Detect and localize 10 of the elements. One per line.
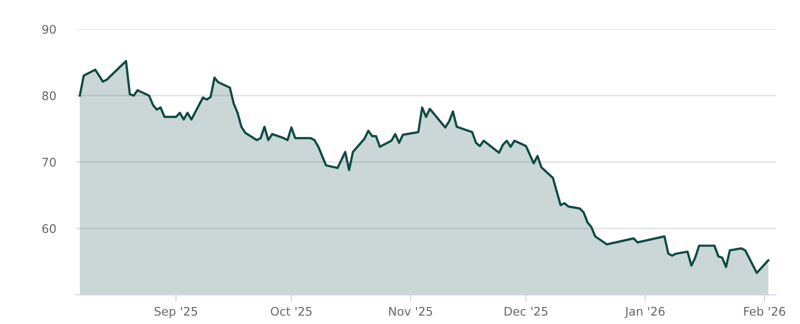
x-tick-label: Dec '25 — [504, 306, 548, 316]
y-tick-label: 80 — [42, 91, 56, 100]
x-tick-label: Oct '25 — [270, 306, 312, 316]
y-tick-label: 70 — [42, 158, 56, 167]
x-tick-label: Feb '26 — [744, 306, 786, 316]
y-tick-label: 60 — [42, 224, 56, 234]
x-tick-label: Sep '25 — [154, 306, 198, 318]
y-tick-label: 90 — [42, 24, 56, 34]
x-tick-label: Nov '25 — [389, 306, 432, 316]
x-tick-label: Jan '26 — [624, 306, 665, 318]
